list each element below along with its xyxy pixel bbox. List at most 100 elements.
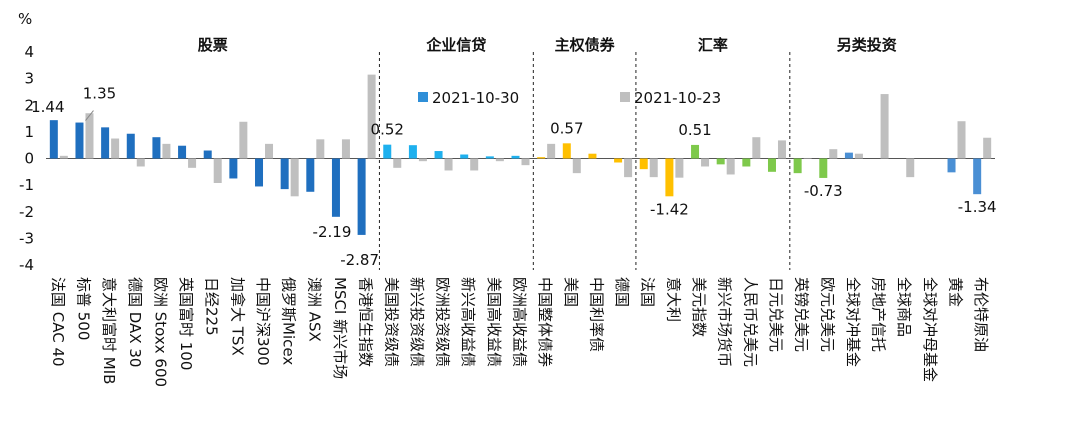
bar-2021-10-30: [75, 122, 84, 159]
category-label: 新兴市场货币: [716, 277, 734, 367]
bar-2021-10-23: [829, 149, 838, 159]
bar-2021-10-23: [752, 137, 761, 159]
category-label: 俄罗斯Micex: [280, 277, 298, 365]
y-tick-label: 3: [24, 70, 34, 88]
data-label: -2.87: [340, 251, 379, 269]
y-tick-label: 4: [24, 43, 34, 61]
bar-2021-10-23: [444, 158, 453, 171]
category-label: 欧洲高收益债: [511, 277, 529, 367]
category-label: 意大利富时 MIB: [100, 277, 118, 384]
category-label: MSCI 新兴市场: [331, 277, 349, 379]
category-label: 德国 DAX 30: [126, 277, 144, 367]
bar-2021-10-23: [675, 158, 684, 178]
bar-2021-10-23: [547, 143, 556, 159]
bar-2021-10-23: [880, 94, 889, 159]
bar-2021-10-23: [85, 113, 94, 159]
bar-2021-10-30: [331, 158, 340, 217]
bar-2021-10-30: [819, 158, 828, 178]
bar-2021-10-23: [957, 121, 966, 159]
bar-2021-10-23: [777, 140, 786, 159]
category-label: 欧洲投资级债: [434, 277, 452, 367]
category-label: 布伦特原油: [972, 277, 990, 352]
bar-2021-10-30: [152, 137, 161, 159]
data-label: 1.35: [83, 85, 116, 103]
bar-2021-10-30: [793, 158, 802, 174]
category-label: 英国富时 100: [177, 277, 195, 370]
category-label: 标普 500: [74, 277, 92, 340]
bar-2021-10-30: [49, 120, 58, 159]
bar-2021-10-23: [495, 158, 504, 162]
data-label: 0.52: [371, 121, 404, 139]
category-label: 新兴高收益债: [459, 277, 477, 367]
category-label: 美国高收益债: [485, 277, 503, 367]
bar-2021-10-30: [178, 145, 187, 159]
bar-2021-10-30: [742, 158, 751, 167]
bar-2021-10-23: [983, 137, 992, 159]
data-label: -1.34: [958, 198, 997, 216]
category-label: 全球商品: [895, 277, 913, 337]
bar-2021-10-23: [701, 158, 710, 167]
y-tick-label: -1: [19, 176, 34, 194]
bar-2021-10-30: [973, 158, 982, 195]
bar-2021-10-30: [101, 127, 110, 159]
category-label: 澳洲 ASX: [305, 277, 323, 342]
bar-2021-10-23: [726, 158, 735, 175]
bar-2021-10-23: [136, 158, 145, 167]
category-label: 欧洲 Stoxx 600: [151, 277, 169, 387]
group-label: 股票: [198, 36, 228, 54]
bar-2021-10-23: [418, 158, 427, 162]
bar-2021-10-30: [203, 150, 212, 159]
y-tick-label: -3: [19, 229, 34, 247]
bar-2021-10-30: [947, 158, 956, 173]
bar-2021-10-30: [357, 158, 366, 235]
bar-2021-10-23: [290, 158, 299, 197]
category-label: 全球对冲基金: [844, 277, 862, 367]
category-label: 法国 CAC 40: [49, 277, 67, 367]
bar-2021-10-30: [485, 156, 494, 159]
bar-2021-10-23: [59, 155, 68, 159]
bar-2021-10-23: [624, 158, 633, 178]
data-label: 0.51: [678, 121, 711, 139]
bar-2021-10-30: [229, 158, 238, 179]
data-label: 0.57: [550, 119, 583, 137]
bar-2021-10-30: [716, 158, 725, 165]
bar-2021-10-30: [460, 154, 469, 159]
group-label: 另类投资: [837, 36, 897, 54]
bar-2021-10-30: [434, 151, 443, 159]
bar-2021-10-30: [511, 155, 520, 159]
y-tick-label: 0: [24, 150, 34, 168]
bar-2021-10-23: [341, 139, 350, 159]
bar-2021-10-30: [306, 158, 315, 192]
bar-2021-10-23: [111, 138, 120, 159]
bar-2021-10-23: [470, 158, 479, 171]
bar-2021-10-30: [126, 133, 135, 159]
category-label: 中国沪深300: [254, 277, 272, 366]
bar-2021-10-23: [188, 158, 197, 168]
category-label: 英镑兑美元: [793, 277, 811, 352]
bar-2021-10-30: [767, 158, 776, 172]
category-label: 欧元兑美元: [818, 277, 836, 352]
bar-2021-10-23: [239, 121, 248, 159]
bar-2021-10-30: [255, 158, 264, 187]
y-unit-label: %: [18, 10, 32, 28]
category-label: 美国投资级债: [382, 277, 400, 367]
bar-2021-10-23: [854, 153, 863, 159]
bar-2021-10-23: [316, 139, 325, 159]
bar-2021-10-30: [562, 143, 571, 159]
category-label: 中国整体债券: [536, 277, 554, 367]
group-label: 汇率: [698, 36, 728, 54]
category-label: 香港恒生指数: [357, 277, 375, 367]
bar-2021-10-23: [803, 157, 812, 159]
y-tick-label: -2: [19, 203, 34, 221]
bar-2021-10-23: [393, 158, 402, 168]
group-label: 企业信贷: [425, 36, 486, 54]
data-label: -1.42: [650, 200, 689, 218]
bar-2021-10-23: [367, 74, 376, 159]
bar-2021-10-23: [162, 143, 171, 159]
y-tick-label: 2: [24, 96, 34, 114]
category-label: 意大利: [664, 277, 682, 322]
data-label: -0.73: [804, 182, 843, 200]
category-label: 房地产信托: [870, 277, 888, 352]
